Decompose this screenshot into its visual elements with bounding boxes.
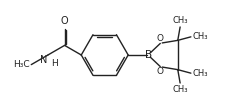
Text: O: O [61,16,68,26]
Text: CH₃: CH₃ [172,16,188,25]
Text: CH₃: CH₃ [193,32,208,41]
Text: H₃C: H₃C [13,60,30,69]
Text: H: H [51,59,58,68]
Text: CH₃: CH₃ [172,85,188,94]
Text: O: O [156,67,163,76]
Text: O: O [156,34,163,43]
Text: B: B [145,50,152,60]
Text: N: N [40,55,47,65]
Text: CH₃: CH₃ [193,69,208,78]
